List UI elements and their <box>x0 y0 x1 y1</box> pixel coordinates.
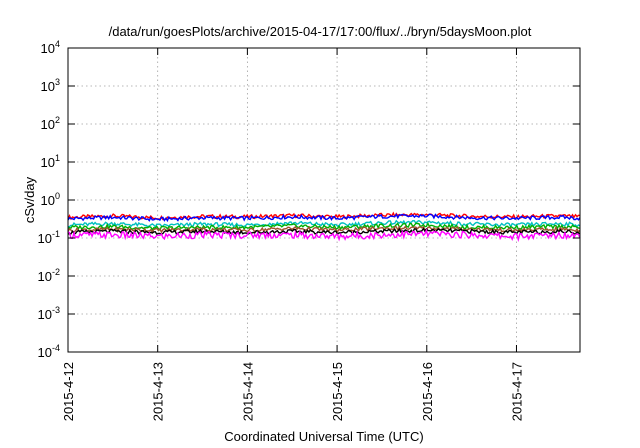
ticks <box>67 47 580 353</box>
x-tick-label: 2015-4-16 <box>420 362 435 421</box>
series-line <box>67 213 581 223</box>
y-tick-labels: 10-4 10-3 10-2 10-1 100 101 102 103 104 <box>38 39 60 360</box>
y-tick-label: 10-1 <box>38 229 60 246</box>
chart-title: /data/run/goesPlots/archive/2015-04-17/1… <box>109 24 532 39</box>
series-line <box>67 227 581 236</box>
y-tick-label: 10-3 <box>38 305 60 322</box>
x-tick-label: 2015-4-12 <box>61 362 76 421</box>
y-tick-label: 102 <box>41 115 60 132</box>
grid <box>68 48 580 352</box>
y-tick-label: 101 <box>41 153 60 170</box>
x-tick-label: 2015-4-13 <box>151 362 166 421</box>
series-line <box>67 211 581 221</box>
series-line <box>67 221 581 232</box>
x-tick-label: 2015-4-15 <box>330 362 345 421</box>
x-tick-labels: 2015-4-12 2015-4-13 2015-4-14 2015-4-15 2015… <box>61 362 524 421</box>
y-axis-label: cSv/day <box>22 176 37 223</box>
y-tick-label: 104 <box>41 39 60 56</box>
series-line <box>67 225 581 234</box>
y-tick-label: 10-4 <box>38 343 60 360</box>
x-tick-label: 2015-4-14 <box>240 362 255 421</box>
series-layer <box>67 211 581 243</box>
x-axis-label: Coordinated Universal Time (UTC) <box>224 429 423 444</box>
y-tick-label: 100 <box>41 191 60 208</box>
y-tick-label: 10-2 <box>38 267 60 284</box>
series-line <box>67 228 581 243</box>
x-tick-label: 2015-4-17 <box>509 362 524 421</box>
y-tick-label: 103 <box>41 77 60 94</box>
